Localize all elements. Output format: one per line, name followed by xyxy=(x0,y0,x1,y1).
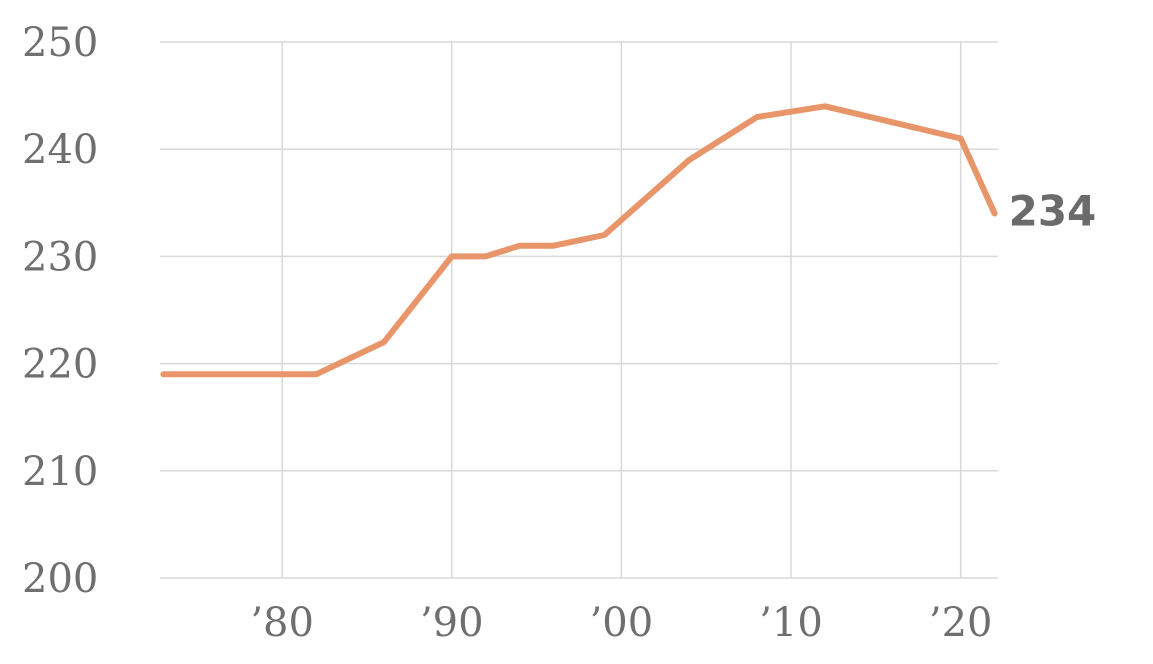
data-point xyxy=(383,341,385,343)
y-gridlines xyxy=(160,41,998,579)
data-point xyxy=(994,213,996,215)
data-point xyxy=(688,159,690,161)
y-tick-label: 240 xyxy=(22,127,98,173)
series-group xyxy=(160,103,998,378)
x-gridlines xyxy=(281,42,962,578)
data-point xyxy=(824,105,826,107)
y-tick-label: 220 xyxy=(22,342,98,388)
y-tick-label: 250 xyxy=(22,20,98,66)
data-point xyxy=(553,245,555,247)
x-tick-label: ’80 xyxy=(250,600,314,646)
data-point xyxy=(315,373,317,375)
x-tick-label: ’00 xyxy=(590,600,654,646)
data-point xyxy=(519,245,521,247)
data-point xyxy=(603,234,605,236)
y-tick-label: 200 xyxy=(22,556,98,602)
data-point xyxy=(756,116,758,118)
x-tick-label: ’20 xyxy=(929,600,993,646)
series-line xyxy=(160,103,998,378)
data-point xyxy=(960,137,962,139)
x-axis-tick-labels: ’80 ’90 ’00 ’10 ’20 xyxy=(250,600,992,646)
y-tick-label: 230 xyxy=(22,234,98,280)
y-axis-tick-labels: 200 210 220 230 240 250 xyxy=(22,20,98,602)
data-point xyxy=(451,255,453,257)
x-tick-label: ’90 xyxy=(420,600,484,646)
x-tick-label: ’10 xyxy=(759,600,823,646)
end-value-label: 234 xyxy=(1009,187,1097,236)
data-point xyxy=(162,373,164,375)
data-point xyxy=(485,255,487,257)
y-tick-label: 210 xyxy=(22,449,98,495)
